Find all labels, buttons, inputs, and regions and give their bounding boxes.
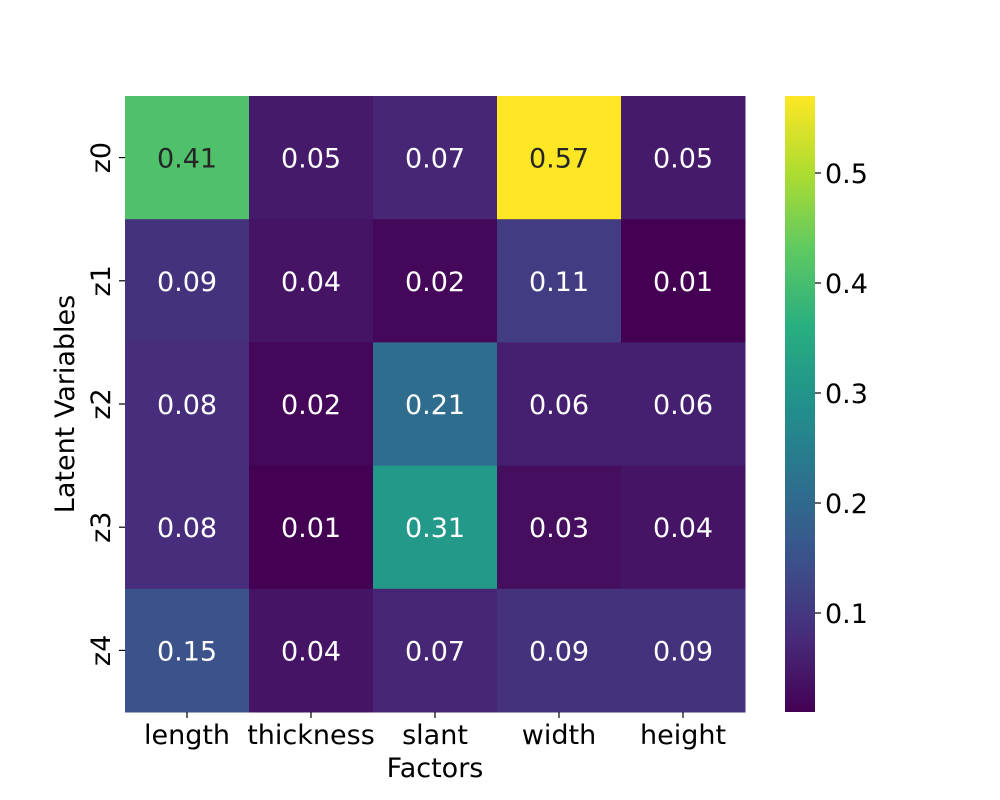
cell-value-label: 0.31 [405,513,465,544]
x-tick-label-thickness: thickness [247,720,375,751]
heatmap-cell-z3-width [497,465,622,590]
colorbar-tick-label: 0.5 [825,159,868,190]
heatmap-cell-z4-width [497,588,622,713]
heatmap-cell-z0-slant [373,96,498,220]
cell-value-label: 0.05 [653,144,713,175]
cell-value-label: 0.08 [157,390,217,421]
colorbar-tick-label: 0.2 [825,489,868,520]
colorbar-tick-label: 0.4 [825,269,868,300]
heatmap-cell-z2-width [497,342,622,467]
y-axis-label: Latent Variables [50,295,81,513]
colorbar-ticks: 0.1 0.2 0.3 0.4 0.5 [815,159,868,630]
cell-value-label: 0.08 [157,513,217,544]
cell-annotations: 0.41 0.05 0.07 0.57 0.05 0.09 0.04 0.02 0.11 0.01… [157,144,713,668]
cell-value-label: 0.07 [405,636,465,667]
cell-value-label: 0.11 [529,267,589,298]
x-axis-ticks: length thickness slant width height [144,712,726,751]
cell-value-label: 0.04 [653,513,713,544]
cell-value-label: 0.21 [405,390,465,421]
colorbar [785,96,815,712]
cell-value-label: 0.05 [281,144,341,175]
cell-value-label: 0.02 [405,267,465,298]
cell-value-label: 0.09 [653,636,713,667]
heatmap-cell-z0-thickness [249,96,374,220]
heatmap-cell-z4-length [125,588,250,713]
y-tick-label-z0: z0 [86,142,117,173]
heatmap-cell-z2-slant [373,342,498,467]
heatmap-cell-z0-length [125,96,250,220]
x-tick-label-height: height [640,720,726,751]
cell-value-label: 0.07 [405,144,465,175]
heatmap-cell-z3-thickness [249,465,374,590]
x-tick-label-slant: slant [402,720,468,751]
y-tick-label-z3: z3 [86,512,117,543]
y-axis-ticks: z0 z1 z2 z3 z4 [86,142,125,666]
cell-value-label: 0.03 [529,513,589,544]
colorbar-tick-label: 0.3 [825,379,868,410]
heatmap-cell-z1-slant [373,219,498,343]
heatmap-cells [125,96,746,713]
x-tick-label-width: width [522,720,596,751]
heatmap-cell-z3-slant [373,465,498,590]
y-tick-label-z2: z2 [86,388,117,419]
heatmap-cell-z0-height [621,96,746,220]
heatmap-cell-z1-width [497,219,622,343]
cell-value-label: 0.04 [281,636,341,667]
heatmap-cell-z2-thickness [249,342,374,467]
y-tick-label-z1: z1 [86,265,117,296]
heatmap-cell-z4-height [621,588,746,713]
x-axis-label: Factors [387,753,484,784]
colorbar-tick-label: 0.1 [825,599,868,630]
heatmap-cell-z3-height [621,465,746,590]
cell-value-label: 0.04 [281,267,341,298]
x-tick-label-length: length [144,720,230,751]
heatmap-cell-z1-length [125,219,250,343]
cell-value-label: 0.41 [157,144,217,175]
cell-value-label: 0.09 [157,267,217,298]
cell-value-label: 0.06 [653,390,713,421]
cell-value-label: 0.06 [529,390,589,421]
heatmap-cell-z3-length [125,465,250,590]
cell-value-label: 0.02 [281,390,341,421]
cell-value-label: 0.15 [157,636,217,667]
cell-value-label: 0.57 [529,144,589,175]
heatmap-cell-z2-length [125,342,250,467]
heatmap-cell-z1-thickness [249,219,374,343]
cell-value-label: 0.01 [653,267,713,298]
heatmap-cell-z0-width [497,96,622,220]
y-tick-label-z4: z4 [86,635,117,666]
heatmap-cell-z2-height [621,342,746,467]
heatmap-cell-z4-thickness [249,588,374,713]
heatmap-cell-z4-slant [373,588,498,713]
cell-value-label: 0.09 [529,636,589,667]
cell-value-label: 0.01 [281,513,341,544]
heatmap-cell-z1-height [621,219,746,343]
